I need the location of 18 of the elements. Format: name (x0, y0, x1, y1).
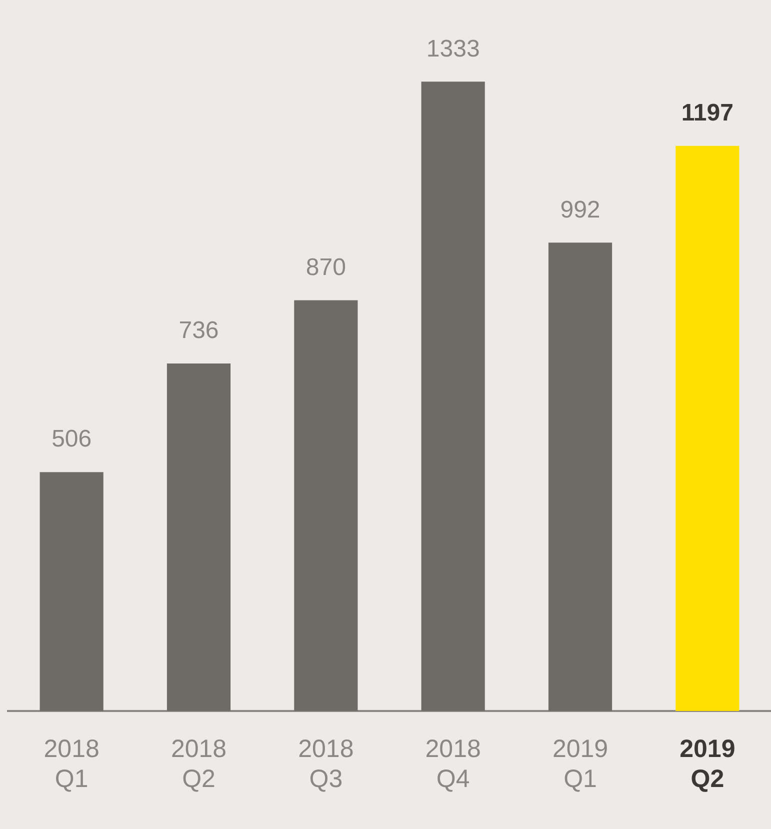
data-label: 506 (52, 426, 92, 453)
bar (166, 364, 231, 711)
bar (421, 82, 485, 711)
data-label: 736 (178, 317, 219, 344)
data-label: 870 (306, 254, 346, 281)
data-label: 992 (560, 196, 600, 224)
data-label: 1333 (426, 35, 480, 62)
bar (548, 242, 612, 711)
x-tick-label: 2019 Q1 (552, 734, 608, 793)
bar (676, 146, 740, 711)
bar (294, 300, 358, 711)
x-tick-label: 2018 Q1 (44, 734, 100, 793)
x-tick-label: 2018 Q4 (425, 734, 481, 793)
data-label: 1197 (681, 99, 734, 126)
x-tick-label: 2019 Q2 (680, 734, 736, 793)
x-tick-label: 2018 Q2 (170, 734, 227, 793)
x-tick-label: 2018 Q3 (298, 734, 354, 793)
bar (40, 472, 104, 711)
